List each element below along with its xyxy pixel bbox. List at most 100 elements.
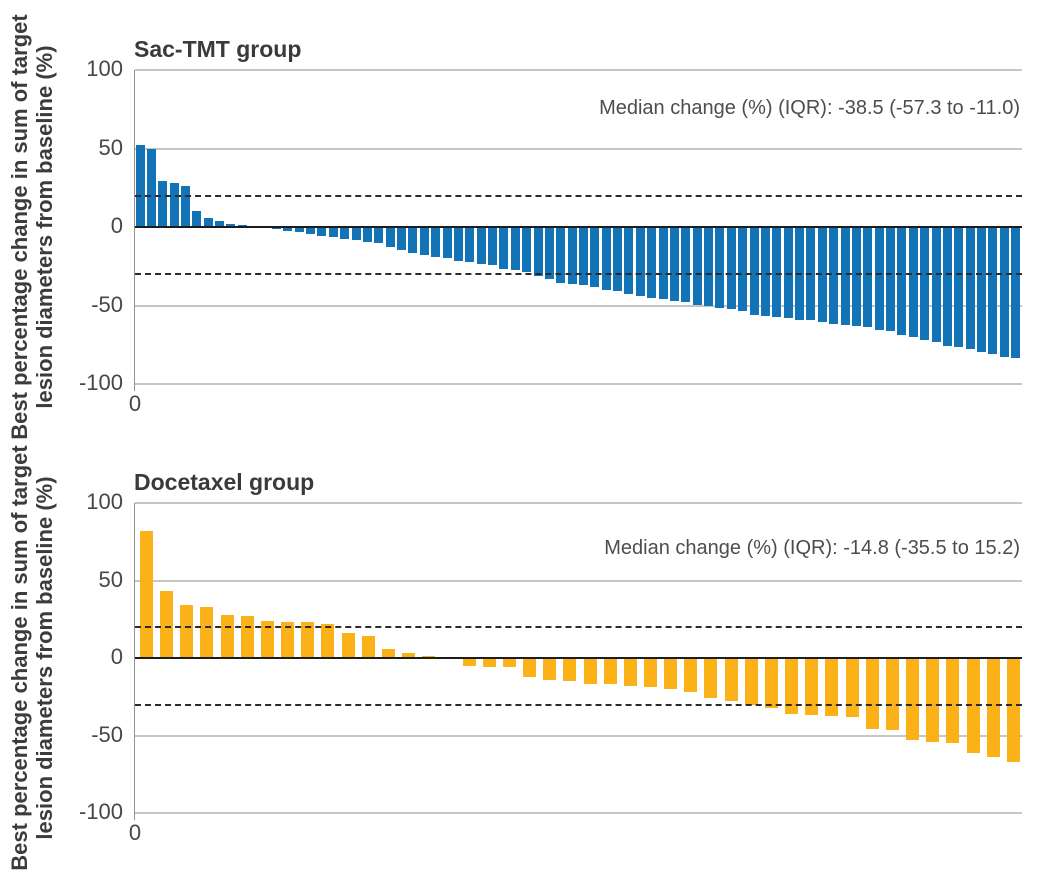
bar — [476, 227, 486, 264]
bar — [704, 227, 714, 307]
bar — [920, 227, 930, 341]
bar — [306, 227, 316, 235]
bar — [488, 227, 498, 266]
bar — [431, 227, 441, 257]
bar — [226, 223, 236, 227]
gridline-50 — [135, 579, 1022, 582]
bar — [215, 220, 225, 227]
bar — [397, 227, 407, 250]
bar — [544, 227, 554, 279]
bar — [829, 227, 839, 324]
y-axis-spine — [133, 70, 135, 391]
bar — [200, 606, 214, 658]
bar — [453, 227, 463, 261]
panel-title: Sac-TMT group — [134, 36, 302, 62]
bar — [897, 227, 907, 335]
bar — [402, 653, 416, 658]
bar — [785, 658, 799, 714]
y-tick-label: 50 — [98, 134, 123, 160]
bar — [845, 658, 859, 717]
bar — [977, 227, 986, 352]
bar — [658, 227, 668, 300]
bar — [908, 227, 918, 337]
bar — [635, 227, 645, 297]
y-tick-label: -50 — [91, 721, 123, 747]
bar — [180, 186, 190, 227]
bar — [863, 227, 873, 327]
y-tick-label: -100 — [78, 799, 123, 824]
bar — [301, 622, 315, 658]
bar — [885, 658, 899, 731]
y-tick-label: 100 — [86, 489, 123, 514]
gridline-100 — [135, 69, 1022, 71]
bar — [704, 658, 718, 699]
bar — [825, 658, 839, 717]
bar — [906, 658, 920, 741]
bar — [146, 148, 156, 227]
bar — [351, 227, 361, 241]
bar — [865, 658, 879, 730]
bar — [772, 227, 782, 318]
bar — [220, 614, 234, 658]
bar — [738, 227, 748, 311]
y-tick-label: -50 — [91, 291, 123, 317]
bar — [986, 658, 1000, 758]
gridline-100 — [135, 502, 1022, 504]
gridline--100 — [135, 383, 1022, 385]
bar — [726, 227, 736, 310]
bar — [681, 227, 691, 303]
gridline--50 — [135, 734, 1022, 737]
bar — [523, 658, 537, 677]
bar — [281, 622, 295, 658]
bar — [1006, 658, 1020, 762]
x-axis-tick-label: 0 — [128, 391, 142, 416]
bar — [1011, 227, 1021, 359]
bar — [567, 227, 577, 285]
y-tick-label: 100 — [86, 56, 123, 81]
bar — [283, 227, 293, 231]
bar — [341, 633, 355, 658]
bar — [942, 227, 952, 346]
bar — [874, 227, 884, 330]
y-tick-label: 0 — [110, 644, 123, 669]
y-tick-label: 0 — [110, 213, 123, 238]
bar — [192, 211, 202, 227]
bar — [240, 616, 254, 658]
bar — [499, 227, 509, 269]
bar — [583, 658, 597, 685]
gridline--100 — [135, 812, 1022, 814]
bar — [180, 605, 194, 658]
bar — [482, 658, 496, 668]
y-tick-label: 50 — [98, 566, 123, 592]
bar — [623, 658, 637, 686]
bar — [601, 227, 611, 290]
bar — [361, 636, 375, 658]
bar — [647, 227, 657, 298]
bar — [715, 227, 725, 308]
median-annotation: Median change (%) (IQR): -38.5 (-57.3 to… — [599, 97, 1020, 119]
bar — [203, 217, 213, 227]
bar — [643, 658, 657, 688]
bar — [317, 227, 327, 236]
bar — [135, 145, 145, 227]
reference-line--30 — [135, 273, 1022, 276]
zero-line — [135, 656, 1022, 659]
bar — [160, 591, 174, 658]
bar — [684, 658, 698, 693]
zero-line — [135, 225, 1022, 228]
bar — [385, 227, 395, 247]
bar — [669, 227, 679, 301]
panel-title: Docetaxel group — [134, 469, 315, 495]
bar — [328, 227, 338, 238]
bar — [442, 227, 452, 259]
bar — [374, 227, 384, 244]
bar — [381, 648, 395, 658]
bar — [556, 227, 566, 283]
bar — [169, 183, 179, 227]
bar — [260, 620, 274, 658]
x-axis-tick-label: 0 — [128, 820, 142, 845]
bar — [624, 227, 634, 294]
reference-line-20 — [135, 626, 1022, 628]
bar — [522, 227, 532, 272]
